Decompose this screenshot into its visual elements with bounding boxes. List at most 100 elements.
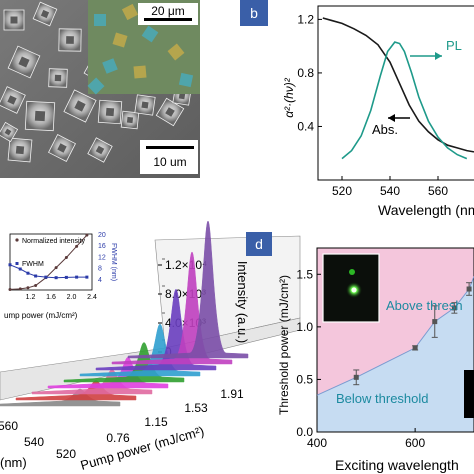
optical-inset-crystals: [87, 3, 194, 95]
abs-annotation: Abs.: [372, 122, 398, 137]
sem-crystal-pit: [95, 145, 105, 155]
sem-crystal-pit: [141, 101, 149, 109]
abs-arrow-head: [388, 114, 395, 122]
panel-b-xtick-label: 520: [332, 184, 352, 198]
inset-intensity-point: [26, 286, 30, 290]
inset-fwhm-point: [75, 275, 79, 279]
panel-c-wavelength-tick-label: 520: [56, 447, 76, 461]
sem-crystal-pit: [66, 36, 74, 44]
panel-d-xtick-label: 400: [307, 436, 327, 450]
inset-intensity-point: [34, 284, 38, 288]
data-point: [466, 286, 472, 292]
above-threshold-label: Above thresh: [386, 298, 463, 313]
below-threshold-label: Below threshold: [336, 391, 429, 406]
panel-b-ytick-label: 0.4: [297, 119, 314, 133]
inset-xlabel: ump power (mJ/cm²): [4, 311, 78, 320]
inset-intensity-point: [18, 287, 22, 291]
optical-crystal: [133, 65, 147, 79]
sem-crystal-pit: [7, 95, 17, 105]
inset-fwhm-point: [85, 275, 89, 279]
spectrum-9: [127, 220, 249, 359]
inset-fwhm-point: [54, 276, 58, 280]
pump-power-tick-label: 0.76: [106, 431, 130, 445]
sem-crystal-pit: [126, 116, 134, 124]
panel-b-ylabel: α²·(hν)²: [282, 77, 296, 118]
pump-power-tick-label: 1.91: [220, 387, 244, 401]
panel-d-ytick-label: 0.5: [296, 372, 313, 386]
sem-crystal-pit: [10, 16, 18, 24]
panel-b-ytick-label: 1.2: [297, 12, 314, 26]
scale-bar-top-label: 20 μm: [151, 4, 185, 18]
panel-d-xtick-label: 600: [405, 436, 425, 450]
inset-intensity-point: [75, 244, 79, 248]
panel-d-ytick-label: 1.5: [296, 267, 313, 281]
sem-crystal-pit: [40, 9, 50, 19]
panel-c-wavelength-tick-label: 540: [24, 435, 44, 449]
sem-crystal-pit: [4, 128, 12, 136]
pl-annotation: PL: [446, 38, 462, 53]
panel-c-ztick-label: 8.0×10³: [165, 287, 206, 301]
inset-fwhm-point: [34, 274, 38, 278]
abs-series-line: [322, 17, 474, 153]
laser-photo-spot: [349, 269, 355, 275]
optical-crystal: [102, 58, 118, 74]
panel-d: d 0.0 0.5 1.0 1.5 400 600 Above thresh Below th…: [246, 232, 474, 473]
panel-c-ylabel: Pump power (mJ/cm²): [79, 423, 206, 473]
optical-crystal: [112, 32, 128, 48]
sem-crystal-pit: [54, 74, 62, 82]
inset-xtick-label: 2.4: [87, 294, 97, 301]
inset-right-tick-label: 12: [98, 254, 106, 261]
optical-crystal: [121, 3, 139, 21]
panel-b-label-box: [240, 0, 268, 26]
inset-fwhm-point: [8, 263, 12, 267]
inset-xtick-label: 1.6: [46, 294, 56, 301]
optical-crystal: [167, 43, 185, 61]
inset-frame: [9, 233, 93, 291]
panel-b-xtick-label: 560: [428, 184, 448, 198]
inset-legend-marker-intensity: [15, 238, 19, 242]
data-point: [412, 345, 418, 351]
panel-b-frame: [317, 5, 474, 181]
panel-d-label-box: [246, 232, 272, 256]
inset-legend-marker-fwhm: [15, 262, 19, 265]
inset-intensity-point: [85, 233, 89, 237]
inset-fwhm-point: [18, 267, 22, 271]
panel-d-ytick-label: 0.0: [296, 425, 313, 439]
inset-xtick-label: 1.2: [26, 294, 36, 301]
data-point: [451, 305, 457, 311]
optical-crystal: [87, 77, 105, 95]
scale-bar-bottom-box: [140, 140, 198, 174]
panel-d-xlabel: Exciting wavelength: [335, 457, 459, 473]
inset-background: [0, 228, 128, 320]
panel-b-xlabel: Wavelength (nm: [378, 202, 474, 218]
optical-crystal: [178, 72, 194, 88]
inset-right-tick-label: 16: [98, 243, 106, 250]
inset-intensity-point: [8, 287, 12, 291]
panel-c-zlabel: Intensity (a.u.): [235, 261, 250, 343]
inset-legend-intensity: Normalized intensity: [22, 238, 86, 245]
inset-intensity-point: [64, 256, 68, 260]
optical-crystal: [94, 14, 106, 26]
inset-right-label: FWHM (nm): [110, 243, 117, 281]
scale-bar-top: [144, 18, 192, 21]
inset-intensity-point: [54, 266, 58, 270]
pump-power-tick-label: 1.15: [144, 415, 168, 429]
inset-right-tick-label: 4: [98, 277, 102, 284]
panel-c-ztick-label: 1.2×10⁴: [165, 258, 207, 272]
sem-crystal-pit: [165, 107, 175, 117]
pl-series-line: [341, 41, 468, 160]
panel-d-frame: [316, 247, 474, 433]
inset-legend-fwhm: FWHM: [22, 261, 44, 268]
sem-crystal-pit: [18, 56, 30, 68]
inset-fwhm-point: [64, 275, 68, 279]
panel-d-ytick-label: 1.0: [296, 320, 313, 334]
inset-fwhm-point: [44, 275, 48, 279]
laser-photo-core: [351, 287, 357, 293]
inset-right-tick-label: 8: [98, 266, 102, 273]
inset-xtick-label: 2.0: [67, 294, 77, 301]
below-region: [317, 276, 474, 432]
panel-c-xlabel: (nm): [0, 455, 27, 470]
sem-crystal-pit: [74, 100, 86, 112]
panel-b-ytick-label: 0.8: [297, 66, 314, 80]
pump-power-tick-label: 1.53: [184, 401, 208, 415]
